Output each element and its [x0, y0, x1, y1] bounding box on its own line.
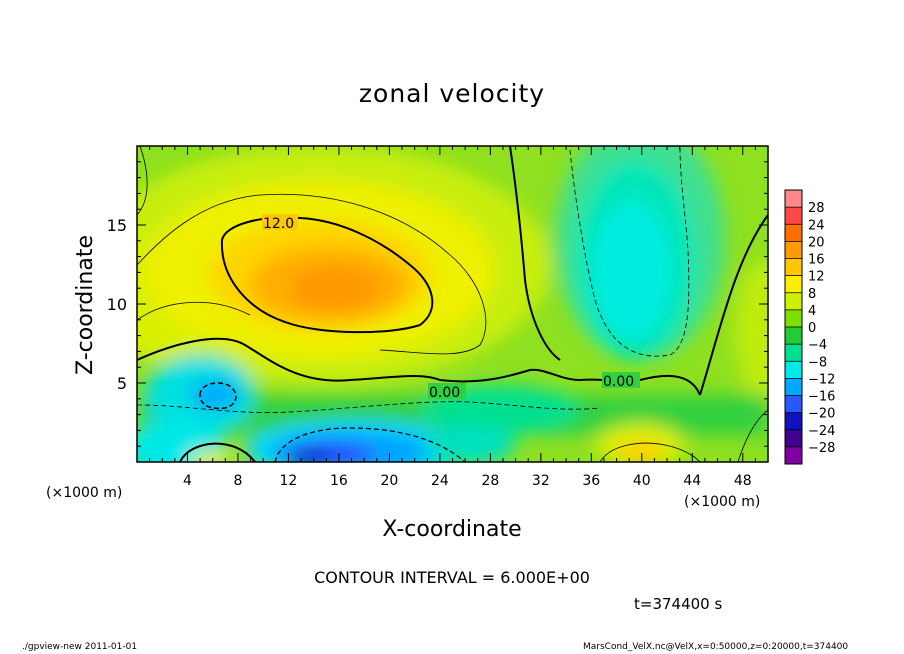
x-tick-label: 8 [233, 473, 242, 489]
colorbar-segment [785, 412, 802, 431]
colorbar-label: 4 [808, 304, 816, 319]
colorbar-label: −24 [808, 424, 835, 439]
colorbar-segment [785, 275, 802, 294]
colorbar-label: 20 [808, 235, 825, 250]
colorbar-segment [785, 292, 802, 311]
colorbar-label: 8 [808, 287, 816, 302]
colorbar-segment [785, 309, 802, 328]
x-unit-right: (×1000 m) [684, 494, 760, 510]
colorbar-segment [785, 241, 802, 259]
y-tick-label: 15 [107, 216, 127, 235]
x-tick-label: 12 [280, 473, 298, 489]
y-tick-label: 10 [107, 295, 127, 314]
colorbar-segment [785, 327, 802, 345]
contour-label: 12.0 [263, 216, 294, 232]
heatmap-field: 12.0 0.00 0.00 [137, 146, 768, 462]
x-tick-label: 16 [330, 473, 348, 489]
colorbar-segment [785, 361, 802, 379]
x-tick-label: 40 [633, 473, 651, 489]
colorbar-label: −20 [808, 407, 835, 422]
x-tick-label: 44 [683, 473, 701, 489]
colorbar-label: −16 [808, 390, 835, 405]
colorbar-label: 0 [808, 321, 816, 336]
colorbar-label: 24 [808, 218, 825, 233]
colorbar-label: 16 [808, 253, 825, 268]
y-axis-title: Z-coordinate [73, 235, 98, 375]
contour-label: 0.00 [429, 385, 460, 401]
colorbar-label: −8 [808, 355, 827, 370]
contour-interval: CONTOUR INTERVAL = 6.000E+00 [314, 568, 590, 587]
time-label: t=374400 s [634, 595, 722, 613]
colorbar-segment [785, 378, 802, 396]
contour-label: 0.00 [603, 374, 634, 390]
colorbar-segment [785, 224, 802, 242]
colorbar-segment [785, 446, 802, 465]
colorbar-label: 12 [808, 270, 825, 285]
x-tick-label: 28 [481, 473, 499, 489]
colorbar-segment [785, 429, 802, 448]
x-tick-label: 24 [431, 473, 449, 489]
x-axis-title: X-coordinate [382, 517, 521, 542]
colorbar-label: 28 [808, 201, 825, 216]
colorbar-label: −4 [808, 338, 827, 353]
colorbar-segment [785, 344, 802, 362]
y-tick-label: 5 [117, 374, 127, 393]
chart-title: zonal velocity [359, 79, 545, 108]
x-tick-label: 32 [532, 473, 550, 489]
colorbar-segment [785, 258, 802, 277]
colorbar-label: −28 [808, 441, 835, 456]
colorbar-segment [785, 207, 802, 225]
colorbar-label: −12 [808, 372, 835, 387]
x-unit-left: (×1000 m) [46, 485, 122, 501]
footer-left: ./gpview-new 2011-01-01 [22, 642, 138, 652]
colorbar: 28 24 20 16 12 8 4 0 −4 −8 −12 −16 −20 −24 −28 [784, 189, 835, 465]
footer-right: MarsCond_VelX.nc@VelX,x=0:50000,z=0:2000… [583, 642, 849, 652]
x-tick-label: 48 [734, 473, 752, 489]
x-tick-label: 20 [380, 473, 398, 489]
colorbar-segment [785, 395, 802, 414]
colorbar-segment [785, 190, 802, 208]
x-tick-label: 36 [582, 473, 600, 489]
x-tick-label: 4 [183, 473, 192, 489]
